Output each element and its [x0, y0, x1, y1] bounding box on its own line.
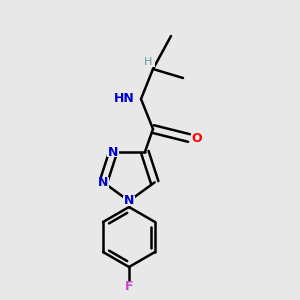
Text: N: N: [98, 176, 109, 189]
Text: F: F: [125, 280, 133, 293]
FancyBboxPatch shape: [142, 58, 154, 67]
FancyBboxPatch shape: [190, 133, 202, 143]
FancyBboxPatch shape: [114, 94, 135, 104]
Text: N: N: [108, 146, 118, 159]
Text: HN: HN: [114, 92, 135, 106]
FancyBboxPatch shape: [97, 177, 109, 188]
Text: H: H: [144, 57, 153, 68]
Text: N: N: [124, 194, 134, 208]
Text: O: O: [191, 131, 202, 145]
FancyBboxPatch shape: [123, 196, 135, 206]
FancyBboxPatch shape: [107, 147, 119, 158]
FancyBboxPatch shape: [123, 281, 135, 292]
